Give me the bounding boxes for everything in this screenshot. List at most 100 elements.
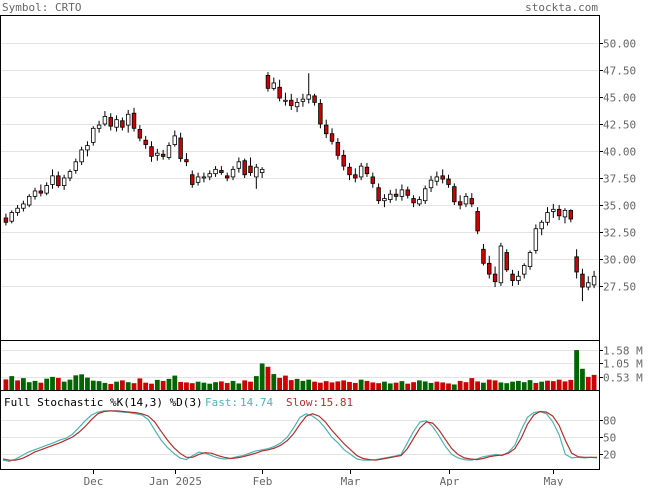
candle-up: [300, 98, 306, 102]
candle-up: [44, 185, 49, 194]
volume-bar: [189, 383, 195, 390]
volume-bar: [376, 383, 382, 390]
volume-bar: [201, 382, 207, 390]
candle-up: [294, 102, 300, 108]
candle-down: [277, 86, 282, 99]
slow-label: Slow:: [286, 396, 319, 409]
candle-down: [3, 217, 9, 223]
candle-up: [539, 221, 544, 230]
volume-bar: [312, 381, 317, 390]
volume-bar: [61, 381, 67, 390]
volume-bar: [125, 382, 131, 390]
volume-bar: [236, 383, 242, 390]
volume-bar: [510, 381, 515, 390]
volume-bar: [550, 381, 556, 390]
candle-down: [289, 99, 294, 107]
candle-up: [126, 113, 131, 126]
price-tick-label: 37.50: [603, 173, 636, 186]
volume-bar: [440, 382, 446, 390]
candle-down: [184, 159, 189, 163]
candle-down: [469, 198, 474, 205]
volume-bar: [294, 378, 300, 390]
volume-bar: [9, 376, 15, 390]
candle-down: [160, 153, 166, 157]
candle-up: [434, 176, 440, 182]
volume-bar: [329, 382, 335, 390]
volume-bar: [90, 380, 96, 390]
candle-down: [481, 248, 486, 264]
price-tick-label: 45.00: [603, 92, 636, 105]
candle-down: [178, 137, 183, 159]
volume-tick-label: 1.05 M: [603, 358, 643, 371]
candle-up: [9, 212, 14, 222]
candle-up: [423, 188, 428, 202]
volume-bar: [149, 383, 154, 390]
volume-grid: [1, 350, 599, 378]
candle-up: [73, 161, 78, 171]
volume-bar: [38, 382, 44, 390]
candle-up: [155, 152, 160, 156]
candle-down: [556, 208, 562, 217]
volume-bar: [73, 375, 79, 390]
volume-bar: [96, 381, 102, 390]
volume-bar: [585, 376, 591, 390]
month-axis: Dec Jan 2025 Feb Mar Apr May: [84, 469, 564, 488]
price-tick-label: 42.50: [603, 119, 636, 132]
candle-up: [382, 198, 387, 202]
month-label: Mar: [341, 475, 361, 486]
volume-bar: [451, 384, 457, 390]
candle-up: [533, 228, 539, 251]
symbol-label: Symbol: CRTO: [2, 1, 81, 14]
price-tick-label: 50.00: [603, 38, 636, 51]
price-grid: [1, 43, 599, 287]
candle-down: [324, 124, 329, 135]
volume-bar: [527, 380, 533, 390]
volume-bar: [119, 380, 125, 390]
volume-bar: [15, 380, 20, 390]
candle-down: [143, 139, 148, 145]
month-label: Dec: [84, 475, 104, 486]
candle-up: [527, 252, 533, 267]
volume-bar: [446, 383, 451, 390]
candle-up: [96, 124, 102, 129]
volume-bar: [434, 381, 440, 390]
stochastic-panel-frame: [0, 390, 600, 470]
slow-d-line: [2, 410, 597, 461]
volume-bar: [160, 380, 166, 390]
candle-down: [364, 166, 370, 175]
volume-bar: [277, 377, 283, 390]
candle-down: [475, 211, 480, 232]
candle-down: [487, 262, 492, 275]
volume-bar: [44, 378, 50, 390]
fast-value: 14.74: [240, 396, 273, 409]
candle-down: [393, 193, 399, 197]
candle-up: [15, 207, 20, 213]
candle-up: [545, 212, 550, 223]
volume-bar: [114, 381, 119, 390]
volume-bar: [411, 382, 416, 390]
candle-up: [201, 176, 207, 179]
volume-bar: [335, 381, 341, 390]
volume-bar: [259, 363, 265, 390]
volume-bar: [370, 382, 376, 390]
volume-bar: [358, 379, 364, 390]
candle-down: [440, 175, 445, 180]
price-axis: 27.50 30.00 32.50 35.00 37.50 40.00 42.50 45.00…: [599, 38, 636, 294]
volume-bar: [323, 381, 329, 390]
volume-bars: [3, 350, 597, 390]
candle-up: [306, 94, 311, 100]
volume-bar: [405, 383, 411, 390]
site-label[interactable]: stockta.com: [525, 1, 598, 14]
volume-bar: [539, 381, 545, 390]
candle-up: [230, 168, 236, 178]
candle-down: [265, 75, 271, 89]
volume-bar: [67, 379, 73, 390]
volume-bar: [422, 381, 428, 390]
volume-bar: [224, 382, 230, 390]
volume-bar: [568, 379, 574, 390]
candle-down: [131, 112, 137, 129]
volume-bar: [317, 382, 323, 390]
